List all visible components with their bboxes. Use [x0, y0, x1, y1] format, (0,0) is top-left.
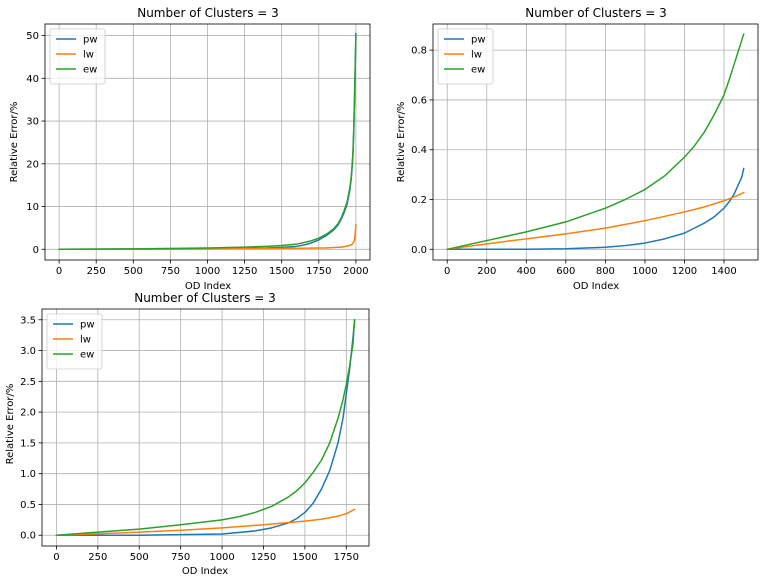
- legend-box: [437, 28, 494, 85]
- y-tick-label: 10: [26, 202, 39, 213]
- chart-title: Number of Clusters = 3: [525, 6, 667, 20]
- y-tick-label: 0.0: [411, 245, 427, 256]
- x-tick-label: 1250: [232, 266, 257, 277]
- x-axis-label: OD Index: [185, 281, 231, 292]
- y-tick-label: 0.0: [20, 531, 36, 542]
- x-tick-label: 1250: [251, 552, 276, 563]
- chart-title: Number of Clusters = 3: [137, 6, 279, 20]
- series-line-pw: [446, 167, 745, 251]
- x-tick-label: 500: [130, 552, 149, 563]
- y-tick-label: 40: [26, 74, 39, 85]
- y-tick-label: 1.5: [20, 438, 36, 449]
- x-tick-label: 0: [53, 552, 59, 563]
- x-tick-label: 200: [477, 266, 496, 277]
- x-tick-label: 600: [556, 266, 575, 277]
- y-tick-label: 1.0: [20, 469, 36, 480]
- x-tick-label: 1000: [195, 266, 220, 277]
- y-tick-label: 3.5: [20, 315, 36, 326]
- y-axis-label: Relative Error/%: [396, 102, 407, 183]
- x-axis-label: OD Index: [573, 281, 619, 292]
- x-tick-label: 1500: [269, 266, 294, 277]
- x-tick-label: 250: [87, 266, 106, 277]
- x-tick-label: 0: [444, 266, 450, 277]
- legend-label-lw: lw: [80, 335, 91, 346]
- x-tick-label: 1000: [632, 266, 657, 277]
- x-tick-label: 400: [517, 266, 536, 277]
- x-tick-label: 250: [88, 552, 107, 563]
- x-tick-label: 1000: [209, 552, 234, 563]
- y-tick-label: 2.0: [20, 408, 36, 419]
- legend-box: [49, 28, 106, 85]
- legend-label-ew: ew: [471, 65, 485, 76]
- axes-frame: [44, 23, 371, 261]
- x-tick-label: 1750: [334, 552, 359, 563]
- y-tick-label: 0.8: [411, 46, 427, 57]
- x-tick-label: 1750: [306, 266, 331, 277]
- legend-label-ew: ew: [83, 65, 97, 76]
- x-tick-label: 800: [596, 266, 615, 277]
- legend-label-pw: pw: [471, 35, 486, 46]
- x-tick-label: 750: [171, 552, 190, 563]
- x-tick-label: 1200: [672, 266, 697, 277]
- y-axis-label: Relative Error/%: [5, 384, 16, 465]
- y-tick-label: 0.2: [411, 195, 427, 206]
- subplot-top-left: Number of Clusters = 3 OD Index Relative…: [9, 6, 371, 292]
- y-tick-label: 30: [26, 117, 39, 128]
- y-tick-label: 0.5: [20, 500, 36, 511]
- y-tick-label: 20: [26, 159, 39, 170]
- x-axis-label: OD Index: [182, 566, 228, 577]
- y-tick-label: 2.5: [20, 377, 36, 388]
- y-tick-label: 0.6: [411, 95, 427, 106]
- x-tick-label: 1500: [292, 552, 317, 563]
- x-tick-label: 1400: [711, 266, 736, 277]
- series-line-ew: [446, 33, 745, 251]
- y-tick-label: 0: [33, 245, 39, 256]
- x-tick-label: 500: [124, 266, 143, 277]
- series-line-lw: [55, 508, 356, 536]
- x-tick-label: 750: [161, 266, 180, 277]
- legend-label-lw: lw: [83, 50, 94, 61]
- chart-title: Number of Clusters = 3: [134, 291, 276, 305]
- series-line-ew: [55, 319, 356, 536]
- legend-box: [46, 313, 103, 370]
- legend-label-pw: pw: [80, 320, 95, 331]
- legend-label-ew: ew: [80, 350, 94, 361]
- y-tick-label: 3.0: [20, 346, 36, 357]
- subplot-top-right: Number of Clusters = 3 OD Index Relative…: [396, 6, 759, 292]
- axes-frame: [41, 308, 370, 547]
- axes-frame: [432, 23, 759, 261]
- legend-label-lw: lw: [471, 50, 482, 61]
- y-axis-label: Relative Error/%: [9, 102, 20, 183]
- legend-label-pw: pw: [83, 35, 98, 46]
- subplot-bottom-left: Number of Clusters = 3 OD Index Relative…: [5, 291, 370, 577]
- series-line-pw: [55, 319, 356, 536]
- series-line-lw: [446, 191, 745, 251]
- y-tick-label: 50: [26, 31, 39, 42]
- y-tick-label: 0.4: [411, 145, 427, 156]
- x-tick-label: 2000: [343, 266, 368, 277]
- series-line-ew: [58, 34, 357, 251]
- x-tick-label: 0: [56, 266, 62, 277]
